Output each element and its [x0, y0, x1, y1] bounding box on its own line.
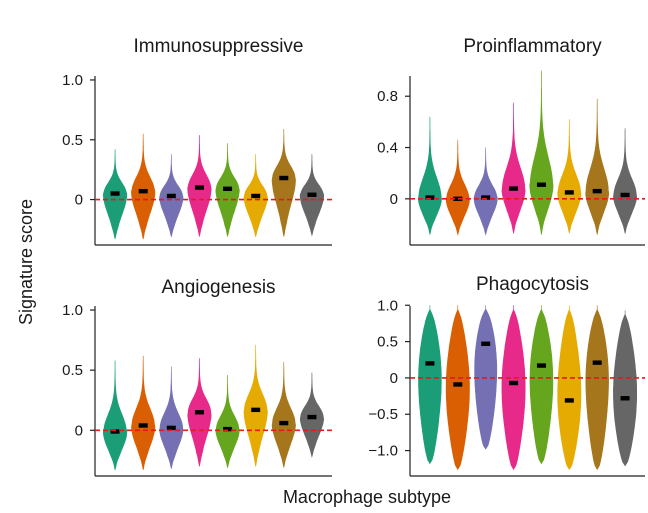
violin-subtype-2 [445, 305, 470, 471]
median-marker [279, 175, 289, 181]
violin-subtype-1 [102, 360, 128, 471]
median-marker [194, 185, 204, 190]
median-marker [425, 195, 435, 200]
y-tick-label: 0 [390, 370, 398, 387]
median-marker [194, 410, 204, 415]
panels-group: Immunosuppressive 0 0.5 1.0 Proinflammatory 0… [62, 36, 645, 477]
median-marker [620, 192, 630, 198]
violin-subtype-3 [159, 366, 184, 469]
median-marker [223, 186, 233, 191]
median-marker [592, 188, 602, 194]
violin-subtype-6 [243, 344, 268, 467]
median-marker [564, 190, 574, 195]
panel-title: Phagocytosis [476, 274, 589, 295]
median-marker [251, 407, 261, 413]
violin-subtype-8 [299, 372, 325, 458]
panel-angiogenesis: Angiogenesis 0 0.5 1.0 [62, 277, 332, 477]
median-marker [536, 182, 546, 187]
panel-title: Angiogenesis [161, 277, 275, 298]
median-marker [481, 341, 491, 346]
median-marker [453, 382, 463, 387]
median-marker [536, 363, 546, 368]
median-marker [564, 398, 574, 403]
median-marker [481, 195, 491, 200]
panel-phagocytosis: Phagocytosis −1.0 −0.5 0 0.5 1.0 [368, 274, 645, 477]
panel-title: Proinflammatory [463, 36, 602, 57]
y-tick-label: 0.5 [62, 132, 83, 149]
violin-subtype-1 [417, 116, 442, 235]
violin-subtype-8 [613, 128, 638, 234]
violin-subtype-2 [131, 133, 156, 240]
violin-subtype-2 [131, 355, 156, 471]
y-axis-title: Signature score [16, 199, 36, 325]
y-tick-label: 0 [390, 191, 398, 208]
violin-subtype-7 [585, 305, 609, 471]
median-marker [509, 186, 519, 191]
y-tick-label: 0 [75, 192, 83, 209]
y-tick-label: 1.0 [62, 302, 83, 319]
median-marker [509, 380, 519, 386]
x-axis-title: Macrophage subtype [283, 487, 451, 507]
median-marker [110, 429, 120, 434]
violin-subtype-7 [271, 129, 296, 237]
median-marker [279, 420, 289, 426]
violin-subtype-5 [529, 305, 554, 465]
median-marker [307, 192, 317, 197]
violin-subtype-5 [215, 374, 240, 469]
median-marker [166, 425, 176, 431]
median-marker [251, 193, 261, 199]
y-tick-label: −1.0 [368, 443, 398, 460]
violin-subtype-7 [585, 98, 610, 235]
violin-subtype-8 [613, 310, 637, 467]
y-tick-label: 0.5 [62, 362, 83, 379]
median-marker [620, 396, 630, 401]
y-tick-label: 0.8 [377, 88, 398, 105]
panel-proinflammatory: Proinflammatory 0 0.4 0.8 [377, 36, 645, 246]
y-tick-label: 1.0 [62, 72, 83, 89]
y-tick-label: 0.5 [377, 334, 398, 351]
y-tick-label: 1.0 [377, 297, 398, 314]
violin-subtype-2 [445, 139, 470, 236]
panel-title: Immunosuppressive [133, 36, 303, 57]
median-marker [223, 426, 233, 432]
median-marker [166, 193, 176, 199]
median-marker [110, 191, 120, 196]
violin-subtype-6 [557, 119, 582, 234]
median-marker [425, 361, 435, 366]
median-marker [138, 188, 148, 194]
violin-subtype-5 [529, 70, 554, 235]
median-marker [138, 423, 148, 428]
violin-subtype-7 [271, 361, 296, 468]
violin-subtype-1 [418, 305, 442, 465]
median-marker [453, 196, 463, 202]
panel-immunosuppressive: Immunosuppressive 0 0.5 1.0 [62, 36, 332, 246]
y-tick-label: 0 [75, 422, 83, 439]
median-marker [307, 414, 317, 420]
violin-subtype-3 [473, 147, 498, 236]
violin-subtype-4 [501, 102, 526, 234]
y-tick-label: 0.4 [377, 140, 398, 157]
violin-subtype-6 [557, 305, 582, 471]
y-tick-label: −0.5 [368, 406, 398, 423]
violin-subtype-4 [501, 305, 526, 471]
median-marker [592, 360, 602, 365]
